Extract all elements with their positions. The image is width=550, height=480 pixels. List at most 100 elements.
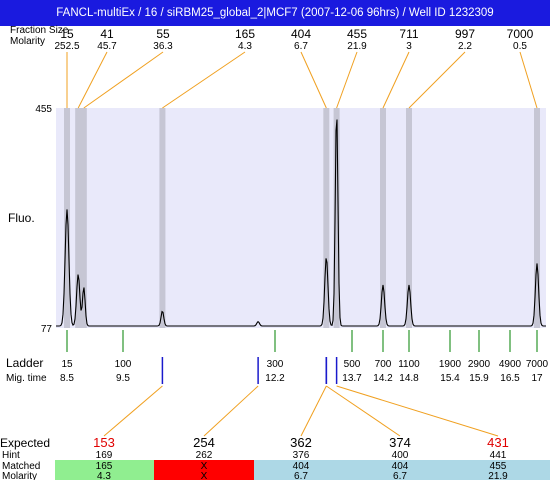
fraction-band (80, 108, 87, 328)
hint-value: 262 (196, 450, 213, 461)
expected-value: 362 (290, 435, 312, 450)
ladder-size-value: 500 (344, 359, 361, 370)
ladder-size-value: 1100 (398, 359, 420, 370)
hint-value: 441 (490, 450, 507, 461)
matched-molarity-value: 6.7 (393, 471, 407, 480)
window-title: FANCL-multiEx / 16 / siRBM25_global_2|MC… (0, 0, 550, 26)
ladder-size-value: 100 (115, 359, 132, 370)
ladder-time-value: 8.5 (60, 373, 74, 384)
hint-value: 376 (293, 450, 310, 461)
mig-time-label: Mig. time (6, 373, 47, 384)
fraction-size-value: 55 (156, 27, 170, 41)
matched-value: 455 (490, 461, 507, 472)
fraction-size-value: 165 (235, 27, 255, 41)
matched-molarity-label: Molarity (2, 471, 37, 480)
ladder-time-value: 14.8 (399, 373, 419, 384)
ladder-time-value: 13.7 (342, 373, 362, 384)
fraction-molarity-value: 3 (406, 41, 412, 52)
fraction-molarity-value: 0.5 (513, 41, 527, 52)
matched-label: Matched (2, 461, 40, 472)
fraction-band (534, 108, 540, 328)
fraction-band (64, 108, 70, 328)
y-tick-max: 455 (35, 104, 52, 115)
fraction-connector (83, 51, 164, 109)
fraction-size-value: 7000 (507, 27, 534, 41)
ladder-size-value: 700 (375, 359, 392, 370)
fraction-molarity-value: 45.7 (97, 41, 117, 52)
fraction-connector (162, 51, 246, 109)
expected-label: Expected (0, 436, 50, 450)
fraction-molarity-value: 2.2 (458, 41, 472, 52)
matched-value: 165 (96, 461, 113, 472)
fraction-band (380, 108, 386, 328)
fraction-size-value: 404 (291, 27, 311, 41)
fraction-band (323, 108, 330, 328)
fraction-connector (408, 51, 466, 109)
fraction-band (333, 108, 340, 328)
expected-connector (103, 385, 163, 437)
hint-value: 400 (392, 450, 409, 461)
fraction-molarity-value: 4.3 (238, 41, 252, 52)
ladder-size-value: 1900 (439, 359, 462, 370)
expected-connector (300, 385, 327, 437)
expected-status-cell (352, 460, 450, 480)
ladder-time-value: 15.9 (469, 373, 489, 384)
matched-value: X (201, 461, 208, 472)
ladder-time-value: 17 (531, 373, 543, 384)
hint-label: Hint (2, 450, 20, 461)
expected-connector (326, 385, 401, 437)
ladder-size-value: 300 (267, 359, 284, 370)
expected-connector (203, 385, 259, 437)
expected-connector (336, 385, 499, 437)
matched-value: 404 (392, 461, 409, 472)
fraction-connector (300, 51, 327, 109)
expected-status-cell (254, 460, 352, 480)
fraction-connector (336, 51, 358, 109)
ladder-size-value: 2900 (468, 359, 491, 370)
fraction-size-value: 997 (455, 27, 475, 41)
ladder-time-value: 16.5 (500, 373, 520, 384)
fraction-molarity-value: 21.9 (347, 41, 367, 52)
matched-molarity-value: 6.7 (294, 471, 308, 480)
expected-status-cell (55, 460, 154, 480)
fraction-connector (519, 51, 538, 109)
matched-molarity-value: X (201, 471, 208, 480)
y-tick-min: 77 (41, 324, 53, 335)
matched-molarity-value: 4.3 (97, 471, 111, 480)
ladder-label: Ladder (6, 356, 43, 370)
ladder-size-value: 4900 (499, 359, 522, 370)
ladder-size-value: 15 (61, 359, 73, 370)
fraction-size-value: 711 (399, 27, 418, 41)
plot-area (56, 108, 546, 328)
fraction-size-value: 41 (100, 27, 114, 41)
ladder-time-value: 12.2 (265, 373, 285, 384)
expected-status-cell (450, 460, 550, 480)
matched-molarity-value: 21.9 (488, 471, 508, 480)
hint-value: 169 (96, 450, 113, 461)
fraction-band (75, 108, 82, 328)
y-axis-label: Fluo. (8, 211, 35, 225)
ladder-size-value: 7000 (526, 359, 549, 370)
ladder-time-value: 14.2 (373, 373, 393, 384)
fraction-size-value: 15 (60, 27, 74, 41)
molarity-label: Molarity (10, 36, 45, 47)
fraction-band (406, 108, 412, 328)
matched-value: 404 (293, 461, 310, 472)
fraction-connector (382, 51, 410, 109)
expected-value: 431 (487, 435, 509, 450)
fraction-size-label: Fraction Size (10, 25, 69, 36)
fraction-band (159, 108, 166, 328)
fraction-molarity-value: 36.3 (153, 41, 173, 52)
fraction-size-value: 455 (347, 27, 367, 41)
expected-value: 374 (389, 435, 411, 450)
fluorescence-trace (56, 119, 546, 327)
expected-status-cell (154, 460, 254, 480)
expected-value: 153 (93, 435, 115, 450)
fraction-molarity-value: 6.7 (294, 41, 308, 52)
fraction-connector (77, 51, 108, 109)
ladder-time-value: 15.4 (440, 373, 460, 384)
ladder-time-value: 9.5 (116, 373, 130, 384)
fraction-molarity-value: 252.5 (54, 41, 79, 52)
expected-value: 254 (193, 435, 215, 450)
